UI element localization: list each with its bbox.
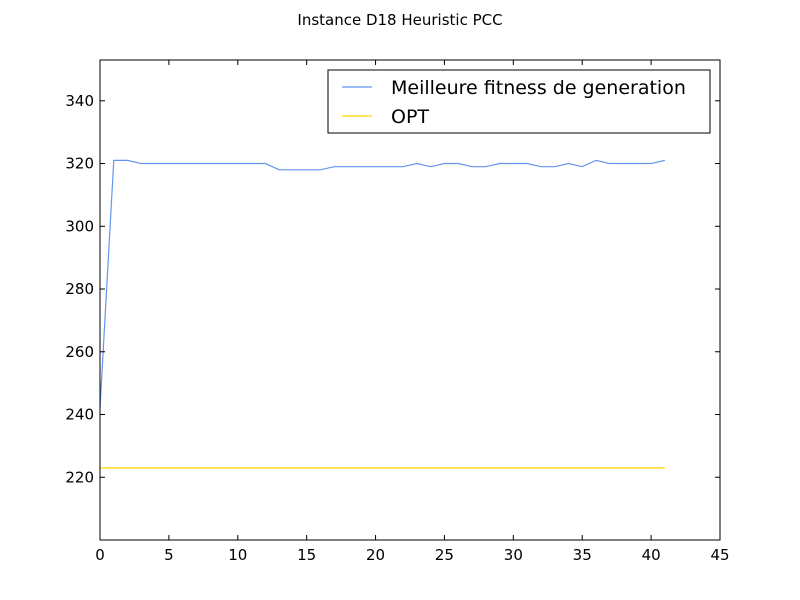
x-tick-label: 45 <box>710 546 729 564</box>
series-line-0 <box>99 159 666 409</box>
tick-layer: 0 5 10 15 20 25 30 35 40 45 220 240 260 280 300 320 340 <box>65 60 730 564</box>
y-tick-label: 340 <box>65 92 94 110</box>
legend: Meilleure fitness de generation OPT <box>327 69 711 134</box>
x-tick-label: 20 <box>366 546 385 564</box>
plot-frame <box>99 59 721 541</box>
x-tick-label: 35 <box>573 546 592 564</box>
x-tick-label: 40 <box>642 546 661 564</box>
legend-label-1: OPT <box>391 106 429 128</box>
y-tick-label: 300 <box>65 217 94 235</box>
y-tick-label: 280 <box>65 280 94 298</box>
x-tick-label: 15 <box>297 546 316 564</box>
x-tick-label: 5 <box>164 546 174 564</box>
series-layer <box>99 159 666 469</box>
x-tick-label: 10 <box>228 546 247 564</box>
x-tick-label: 25 <box>435 546 454 564</box>
legend-box <box>327 69 711 134</box>
y-tick-label: 260 <box>65 343 94 361</box>
chart-title: Instance D18 Heuristic PCC <box>297 11 502 29</box>
y-tick-label: 220 <box>65 468 94 486</box>
x-tick-label: 0 <box>95 546 105 564</box>
y-tick-label: 240 <box>65 406 94 424</box>
legend-label-0: Meilleure fitness de generation <box>391 77 686 99</box>
x-tick-label: 30 <box>504 546 523 564</box>
y-tick-label: 320 <box>65 155 94 173</box>
